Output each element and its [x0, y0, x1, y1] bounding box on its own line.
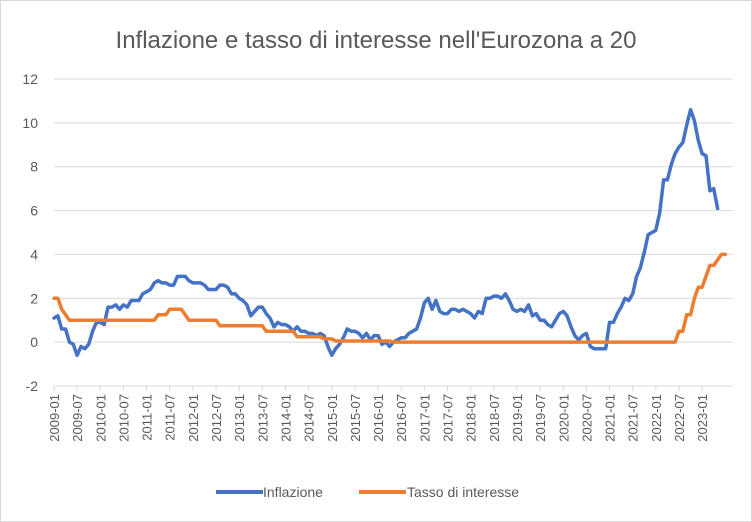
legend-label-tasso: Tasso di interesse: [407, 484, 519, 500]
x-tick-label: 2017-01: [417, 394, 432, 442]
x-tick-label: 2021-07: [626, 394, 641, 442]
x-tick-label: 2009-07: [70, 394, 85, 442]
x-tick-label: 2009-01: [47, 394, 62, 442]
x-tick-label: 2011-01: [140, 394, 155, 441]
y-tick-label: 4: [30, 246, 38, 262]
x-tick-label: 2010-07: [116, 394, 131, 442]
x-tick-label: 2014-01: [278, 394, 293, 442]
x-axis-ticks: 2009-01 2009-07 2010-01 2010-07 2011-01 2011-…: [47, 386, 710, 442]
chart-title: Inflazione e tasso di interesse nell'Eur…: [116, 27, 637, 54]
x-tick-label: 2015-01: [325, 394, 340, 442]
x-tick-label: 2012-07: [209, 394, 224, 442]
x-tick-label: 2018-01: [464, 394, 479, 442]
x-tick-label: 2013-01: [232, 394, 247, 442]
y-tick-label: 6: [30, 203, 38, 219]
x-tick-label: 2013-07: [255, 394, 270, 442]
y-tick-label: 0: [30, 334, 38, 350]
x-tick-label: 2012-01: [186, 394, 201, 442]
x-tick-label: 2020-07: [579, 394, 594, 442]
x-tick-label: 2022-07: [672, 394, 687, 442]
y-axis-ticks: -2 0 2 4 6 8 10 12: [22, 71, 38, 394]
x-tick-label: 2016-07: [394, 394, 409, 442]
x-tick-label: 2010-01: [93, 394, 108, 442]
y-tick-label: 8: [30, 159, 38, 175]
x-tick-label: 2011-07: [163, 394, 178, 441]
legend-label-inflazione: Inflazione: [263, 484, 323, 500]
y-tick-label: 2: [30, 290, 38, 306]
x-tick-label: 2023-01: [695, 394, 710, 442]
x-tick-label: 2021-01: [603, 394, 618, 442]
x-tick-label: 2016-01: [371, 394, 386, 442]
gridlines: [54, 78, 733, 387]
x-tick-label: 2019-07: [533, 394, 548, 442]
legend: Inflazione Tasso di interesse: [216, 484, 519, 500]
x-tick-label: 2020-01: [556, 394, 571, 442]
series-lines: [52, 107, 728, 358]
x-tick-label: 2022-01: [649, 394, 664, 442]
x-tick-label: 2018-07: [487, 394, 502, 442]
x-tick-label: 2014-07: [302, 394, 317, 442]
x-tick-label: 2019-01: [510, 394, 525, 442]
x-tick-label: 2017-07: [441, 394, 456, 442]
y-tick-label: -2: [26, 378, 39, 394]
y-tick-label: 12: [22, 71, 38, 87]
x-tick-label: 2015-07: [348, 394, 363, 442]
series-line-tasso-di-interesse: [52, 252, 728, 344]
y-tick-label: 10: [22, 115, 38, 131]
